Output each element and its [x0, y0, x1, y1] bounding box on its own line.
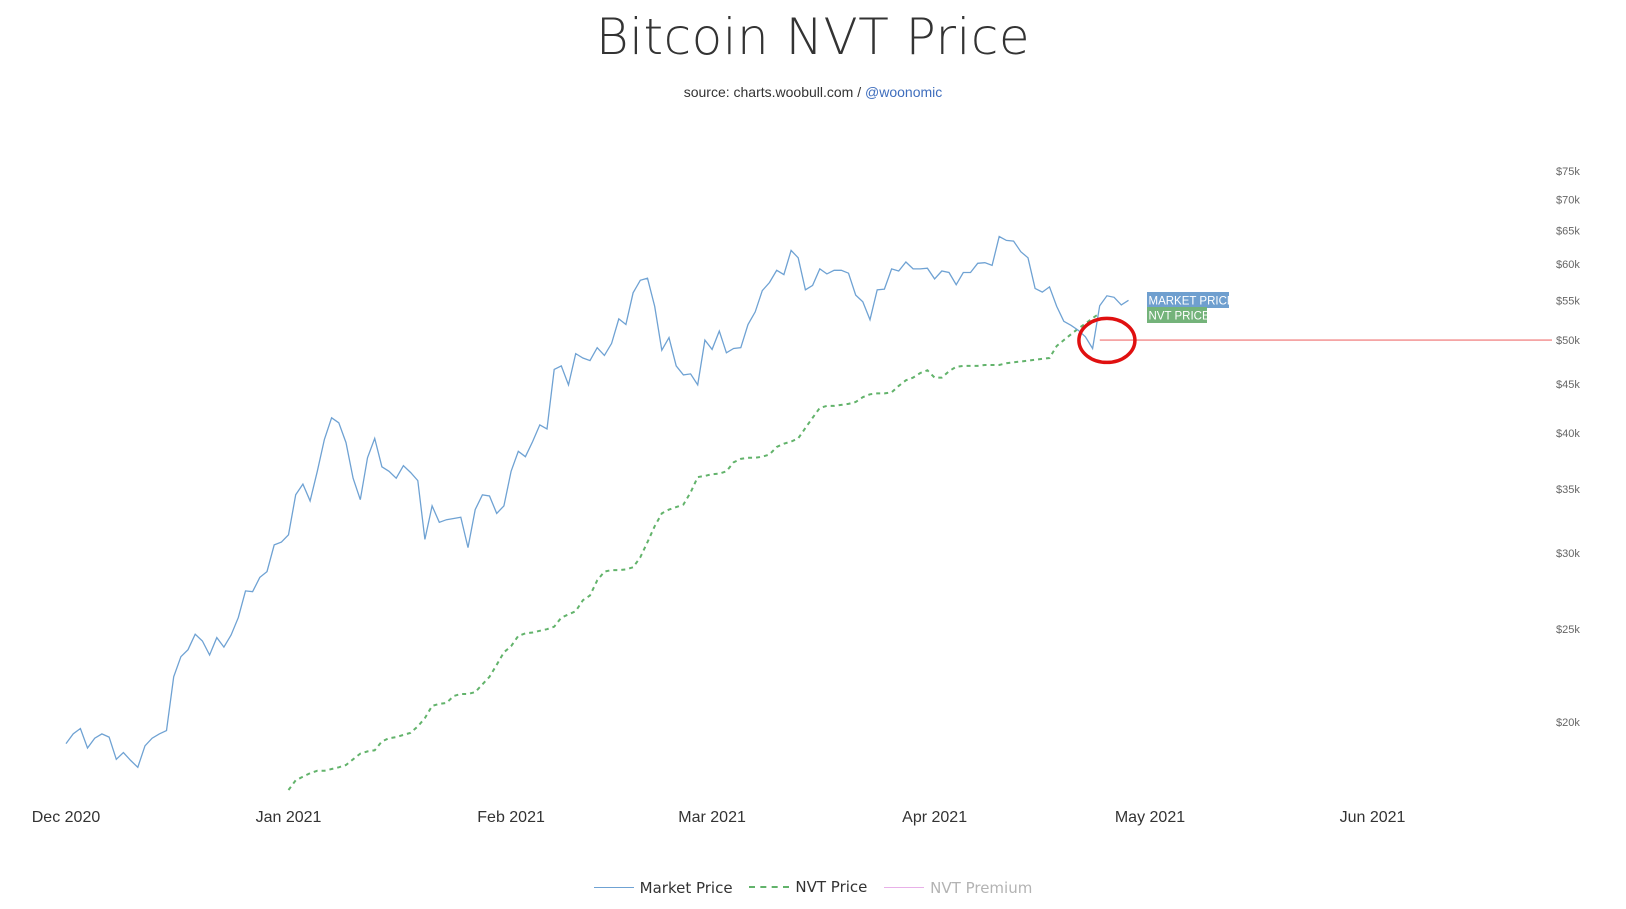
highlight-circle: [1077, 316, 1137, 365]
y-tick-label: $35k: [1556, 484, 1580, 496]
series-line-market-price[interactable]: [65, 235, 1129, 769]
end-label-nvt: NVT PRICE: [1147, 307, 1210, 323]
x-tick-label: May 2021: [1115, 809, 1185, 826]
end-label-nvt-text: NVT PRICE: [1149, 311, 1210, 323]
series-line-nvt-price[interactable]: [287, 312, 1101, 791]
y-tick-label: $55k: [1556, 295, 1580, 307]
y-tick-label: $75k: [1556, 166, 1580, 178]
y-tick-label: $60k: [1556, 259, 1580, 271]
x-tick-label: Jan 2021: [256, 809, 322, 826]
y-tick-label: $45k: [1556, 379, 1580, 391]
legend-item-market-price[interactable]: Market Price: [593, 878, 733, 897]
legend-label: NVT Premium: [930, 878, 1033, 897]
twitter-handle-link[interactable]: @woonomic: [865, 84, 943, 100]
x-tick-label: Dec 2020: [32, 809, 101, 826]
y-tick-label: $50k: [1556, 335, 1580, 347]
legend-item-nvt-premium[interactable]: NVT Premium: [884, 879, 1032, 897]
end-label-nvt-bg: [1147, 307, 1207, 323]
chart-title: Bitcoin NVT Price: [595, 8, 1031, 66]
y-tick-label: $40k: [1556, 428, 1580, 440]
x-tick-label: Jun 2021: [1340, 809, 1406, 826]
legend-item-nvt-price[interactable]: NVT Price: [749, 878, 867, 896]
legend-label: NVT Price: [795, 878, 868, 896]
chart-subtitle: source: charts.woobull.com / @woonomic: [0, 84, 1626, 100]
x-tick-label: Feb 2021: [477, 809, 545, 826]
end-label-market-bg: [1147, 292, 1229, 308]
y-tick-label: $25k: [1556, 624, 1580, 636]
y-tick-label: $65k: [1556, 226, 1580, 238]
y-tick-label: $30k: [1556, 548, 1580, 560]
legend-swatch-market: [593, 887, 634, 888]
end-label-market: MARKET PRICE: [1147, 292, 1235, 308]
y-axis: $20k $25k $30k $35k $40k $45k $50k $55k $60k $65k…: [1556, 166, 1580, 729]
end-label-market-text: MARKET PRICE: [1149, 296, 1235, 308]
legend-label: Market Price: [639, 878, 733, 897]
y-tick-label: $20k: [1556, 717, 1580, 729]
legend: Market Price NVT Price NVT Premium: [0, 874, 1626, 897]
x-tick-label: Mar 2021: [678, 809, 746, 826]
x-tick-label: Apr 2021: [902, 809, 967, 826]
legend-swatch-nvt: [749, 886, 790, 888]
legend-swatch-premium: [884, 887, 925, 888]
x-axis: Dec 2020 Jan 2021 Feb 2021 Mar 2021 Apr 2021…: [32, 809, 1406, 826]
source-text: source: charts.woobull.com /: [683, 84, 866, 100]
y-tick-label: $70k: [1556, 195, 1580, 207]
